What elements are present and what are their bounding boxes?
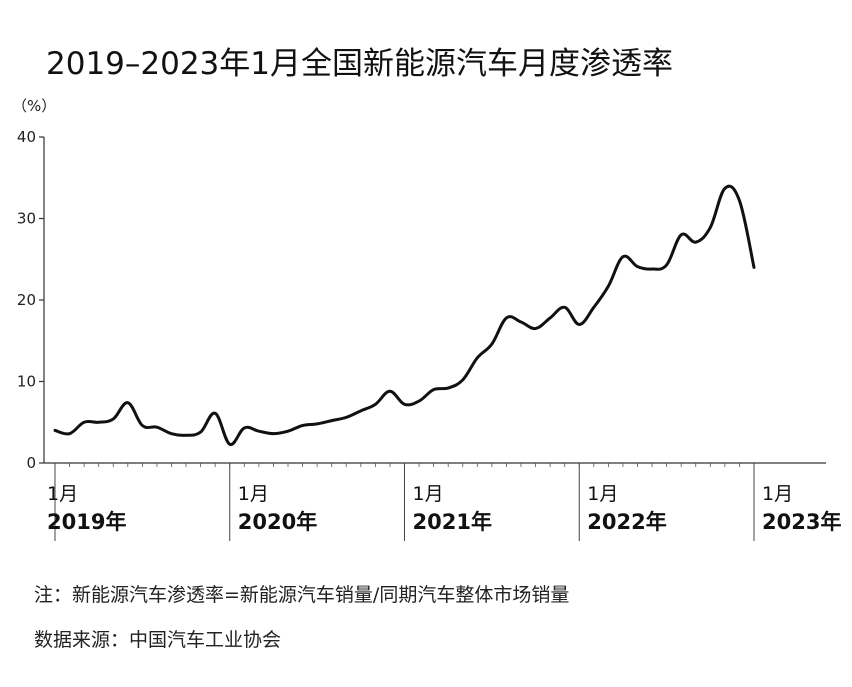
x-tick-month-label: 1月 — [587, 483, 618, 505]
y-tick-label: 30 — [17, 210, 36, 228]
y-tick-label: 10 — [17, 373, 36, 391]
chart-title: 2019–2023年1月全国新能源汽车月度渗透率 — [46, 46, 674, 82]
y-axis-unit-label: （%） — [12, 97, 57, 115]
x-tick-month-label: 1月 — [238, 483, 269, 505]
data-source: 数据来源：中国汽车工业协会 — [34, 629, 282, 651]
y-tick-label: 40 — [17, 128, 36, 146]
chart-axes — [43, 137, 826, 464]
x-axis-ticks: 1月 2019年 1月 2020年 1月 2021年 1月 2022年 1月 2023年 — [47, 463, 841, 541]
footnote: 注：新能源汽车渗透率=新能源汽车销量/同期汽车整体市场销量 — [34, 584, 570, 606]
y-tick-label: 20 — [17, 291, 36, 309]
x-tick-year-label: 2020年 — [238, 510, 317, 534]
x-tick-month-label: 1月 — [413, 483, 444, 505]
x-tick-year-label: 2019年 — [47, 510, 126, 534]
x-tick-year-label: 2022年 — [587, 510, 666, 534]
x-tick-year-label: 2023年 — [762, 510, 841, 534]
x-tick-year-label: 2021年 — [413, 510, 492, 534]
x-tick-month-label: 1月 — [47, 483, 78, 505]
series-line — [53, 184, 756, 446]
x-tick-month-label: 1月 — [762, 483, 793, 505]
y-tick-label: 0 — [26, 454, 36, 472]
y-axis-ticks: 0 10 20 30 40 — [17, 128, 44, 472]
